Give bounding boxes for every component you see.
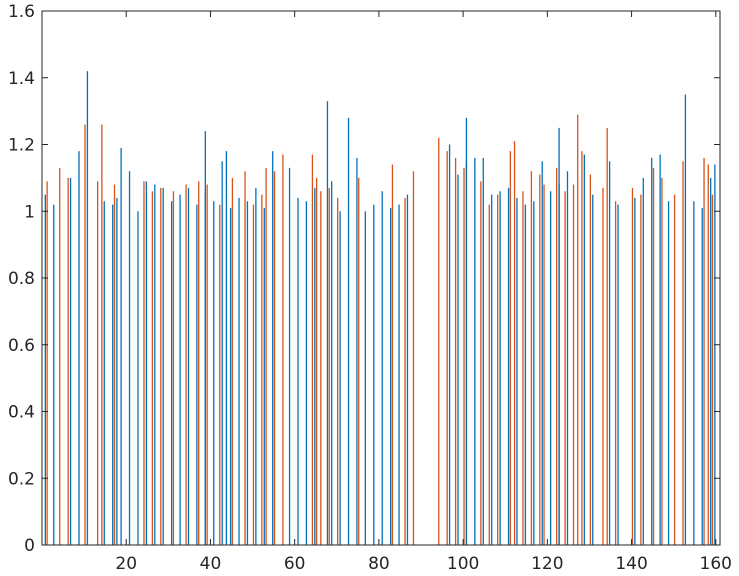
y-tick-label: 1.6 xyxy=(8,2,35,22)
y-tick-label: 1.2 xyxy=(8,136,35,156)
x-tick-label: 20 xyxy=(115,554,137,574)
y-tick-label: 1.4 xyxy=(8,69,35,89)
y-tick-label: 1 xyxy=(24,202,35,222)
x-tick-label: 80 xyxy=(368,554,390,574)
x-tick-label: 60 xyxy=(284,554,306,574)
y-tick-label: 0.6 xyxy=(8,336,35,356)
axes: 0 0.2 0.4 0.6 0.8 1 1.2 1.4 1.6 20 40 60 80 100 120 140… xyxy=(8,2,732,574)
x-tick-label: 160 xyxy=(700,554,732,574)
y-tick-label: 0.2 xyxy=(8,469,35,489)
bars-layer xyxy=(44,71,716,545)
y-tick-label: 0 xyxy=(24,536,35,556)
x-tick-label: 140 xyxy=(615,554,647,574)
x-tick-label: 120 xyxy=(531,554,563,574)
x-tick-label: 100 xyxy=(447,554,479,574)
y-tick-label: 0.8 xyxy=(8,269,35,289)
y-tick-label: 0.4 xyxy=(8,403,35,423)
x-tick-label: 40 xyxy=(200,554,222,574)
